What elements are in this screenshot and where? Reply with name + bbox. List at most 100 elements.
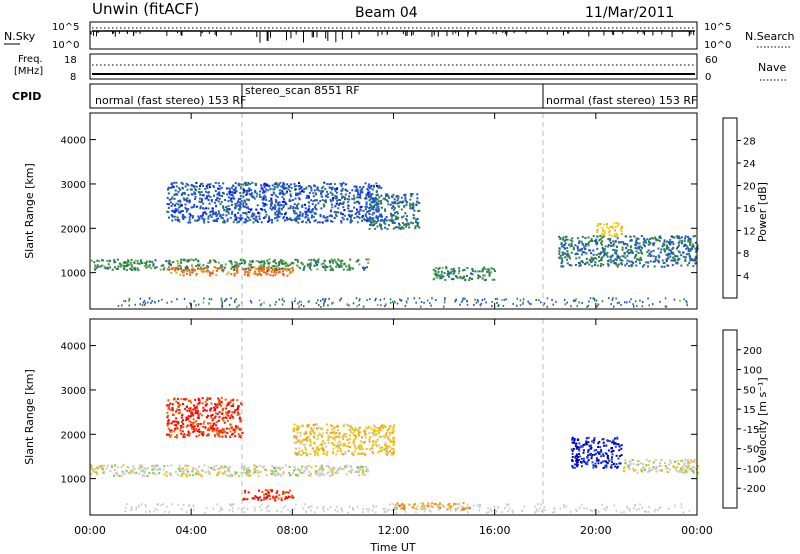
heatmap-cell bbox=[543, 506, 545, 508]
heatmap-cell bbox=[388, 427, 391, 430]
heatmap-cell bbox=[296, 431, 299, 434]
heatmap-cell bbox=[191, 266, 194, 269]
heatmap-cell bbox=[635, 250, 638, 253]
heatmap-cell bbox=[198, 191, 201, 194]
heatmap-cell bbox=[375, 221, 378, 224]
heatmap-region bbox=[292, 423, 396, 457]
heatmap-cell bbox=[395, 211, 398, 213]
heatmap-cell bbox=[287, 185, 290, 187]
heatmap-cell bbox=[263, 191, 266, 194]
heatmap-cell bbox=[466, 303, 469, 306]
heatmap-cell bbox=[366, 216, 369, 219]
heatmap-cell bbox=[178, 412, 181, 415]
heatmap-cell bbox=[194, 258, 197, 261]
heatmap-cell bbox=[293, 212, 296, 215]
heatmap-cell bbox=[182, 258, 185, 261]
heatmap-cell bbox=[362, 209, 365, 212]
heatmap-cell bbox=[350, 470, 353, 473]
heatmap-cell bbox=[265, 496, 268, 499]
heatmap-cell bbox=[295, 212, 298, 215]
heatmap-cell bbox=[304, 503, 306, 506]
heatmap-cell bbox=[243, 189, 245, 192]
heatmap-cell bbox=[409, 193, 412, 196]
heatmap-cell bbox=[295, 192, 297, 195]
heatmap-cell bbox=[596, 235, 599, 238]
heatmap-cell bbox=[511, 509, 514, 512]
heatmap-cell bbox=[243, 273, 246, 276]
heatmap-cell bbox=[236, 221, 239, 224]
heatmap-cell bbox=[645, 458, 648, 461]
heatmap-cell bbox=[331, 206, 334, 209]
heatmap-cell bbox=[326, 183, 329, 186]
heatmap-cell bbox=[202, 194, 205, 197]
heatmap-cell bbox=[447, 272, 450, 275]
heatmap-cell bbox=[220, 396, 223, 399]
heatmap-cell bbox=[318, 432, 321, 435]
heatmap-cell bbox=[317, 202, 320, 205]
heatmap-cell bbox=[693, 460, 696, 463]
heatmap-cell bbox=[330, 467, 333, 470]
heatmap-cell bbox=[188, 201, 191, 204]
heatmap-cell bbox=[539, 507, 541, 510]
heatmap-cell bbox=[294, 300, 296, 303]
date-label: 11/Mar/2011 bbox=[585, 5, 674, 21]
heatmap-cell bbox=[320, 305, 322, 308]
heatmap-cell bbox=[143, 303, 146, 306]
heatmap-cell bbox=[251, 192, 253, 195]
heatmap-cell bbox=[217, 433, 220, 436]
heatmap-cell bbox=[325, 453, 328, 456]
heatmap-cell bbox=[181, 186, 184, 189]
heatmap-cell bbox=[337, 211, 340, 214]
heatmap-cell bbox=[454, 503, 457, 505]
heatmap-cell bbox=[201, 402, 204, 405]
heatmap-cell bbox=[289, 193, 292, 196]
heatmap-cell bbox=[275, 473, 278, 476]
heatmap-cell bbox=[397, 216, 400, 219]
heatmap-cell bbox=[692, 469, 695, 472]
heatmap-cell bbox=[184, 464, 187, 467]
heatmap-cell bbox=[135, 506, 138, 509]
heatmap-cell bbox=[174, 424, 177, 426]
heatmap-cell bbox=[571, 450, 574, 453]
heatmap-cell bbox=[329, 191, 332, 194]
heatmap-cell bbox=[593, 509, 596, 512]
heatmap-cell bbox=[363, 432, 366, 434]
heatmap-cell bbox=[217, 434, 220, 437]
heatmap-cell bbox=[666, 244, 668, 247]
heatmap-cell bbox=[253, 266, 256, 269]
heatmap-cell bbox=[491, 305, 493, 308]
heatmap-cell bbox=[657, 254, 660, 257]
heatmap-cell bbox=[126, 465, 129, 468]
heatmap-cell bbox=[691, 243, 694, 246]
heatmap-cell bbox=[330, 258, 333, 261]
heatmap-cell bbox=[169, 201, 172, 204]
heatmap-cell bbox=[361, 466, 364, 468]
heatmap-cell bbox=[610, 441, 613, 444]
heatmap-cell bbox=[201, 182, 204, 185]
heatmap-cell bbox=[643, 240, 646, 243]
heatmap-cell bbox=[677, 259, 680, 262]
heatmap-cell bbox=[393, 300, 396, 303]
heatmap-cell bbox=[207, 221, 210, 224]
heatmap-cell bbox=[209, 397, 212, 400]
heatmap-cell bbox=[211, 419, 214, 422]
heatmap-cell bbox=[379, 446, 382, 449]
heatmap-cell bbox=[177, 265, 180, 268]
heatmap-cell bbox=[306, 194, 309, 197]
heatmap-cell bbox=[241, 217, 244, 220]
heatmap-cell bbox=[316, 427, 318, 430]
heatmap-cell bbox=[344, 188, 347, 191]
heatmap-cell bbox=[363, 429, 366, 432]
heatmap-cell bbox=[229, 417, 232, 419]
heatmap-cell bbox=[679, 471, 682, 473]
heatmap-cell bbox=[170, 205, 173, 207]
heatmap-cell bbox=[368, 209, 371, 212]
heatmap-cell bbox=[223, 266, 226, 269]
heatmap-cell bbox=[120, 264, 123, 267]
heatmap-cell bbox=[575, 458, 578, 461]
heatmap-cell bbox=[258, 299, 261, 302]
heatmap-cell bbox=[594, 264, 596, 266]
heatmap-cell bbox=[113, 474, 115, 477]
heatmap-cell bbox=[145, 266, 148, 269]
heatmap-cell bbox=[636, 471, 639, 474]
